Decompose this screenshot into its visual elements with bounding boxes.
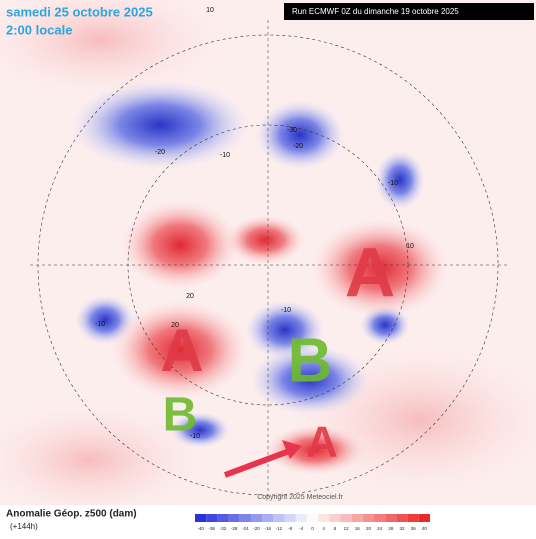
legend-label: 20 [366, 526, 372, 531]
contour-label: 20 [186, 293, 194, 300]
legend-swatch [284, 514, 296, 522]
legend-label: -8 [288, 526, 292, 531]
legend-label: -16 [264, 526, 271, 531]
legend-swatch [217, 514, 229, 522]
copyright: Copyright 2025 Meteociel.fr [257, 494, 343, 501]
pressure-marker: A [306, 418, 338, 467]
forecast-time: 2:00 locale [6, 22, 73, 37]
legend-swatch [418, 514, 430, 522]
legend-label: 8 [334, 526, 337, 531]
legend-label: 28 [388, 526, 394, 531]
forecast-date: samedi 25 octobre 2025 [6, 4, 153, 19]
legend-swatch [228, 514, 240, 522]
legend-label: -36 [209, 526, 216, 531]
contour-label: -10 [95, 321, 105, 328]
legend-label: -20 [253, 526, 260, 531]
legend-swatch [273, 514, 285, 522]
legend-swatch [329, 514, 341, 522]
legend-swatch [374, 514, 386, 522]
legend-label: -40 [197, 526, 204, 531]
contour-label: 10 [406, 243, 414, 250]
arrow-head [282, 440, 302, 459]
legend-swatch [239, 514, 251, 522]
legend-label: 24 [377, 526, 383, 531]
legend-label: 40 [422, 526, 428, 531]
pressure-marker: B [163, 389, 198, 442]
legend-label: -32 [220, 526, 227, 531]
arrow [223, 447, 294, 478]
legend-label: 32 [400, 526, 406, 531]
contour-label: -10 [220, 152, 230, 159]
contour-label: -20 [155, 149, 165, 156]
legend-swatch [362, 514, 375, 522]
run-banner [284, 3, 534, 20]
legend-swatch [407, 514, 419, 522]
legend-swatch [340, 514, 352, 522]
contour-label: -20 [293, 143, 303, 150]
legend-label: 0 [311, 526, 314, 531]
legend-swatch [195, 514, 207, 522]
contour-label: -30 [287, 127, 297, 134]
legend-swatch [318, 514, 330, 522]
legend-label: -12 [276, 526, 283, 531]
legend-label: -24 [242, 526, 249, 531]
contour-label: 10 [206, 7, 214, 14]
legend-swatch [306, 514, 319, 522]
pressure-marker: B [288, 326, 333, 395]
legend-swatch [351, 514, 363, 522]
legend-label: 4 [322, 526, 325, 531]
contour-label: 20 [171, 322, 179, 329]
legend-swatch [396, 514, 408, 522]
anomaly-field [0, 0, 536, 520]
pressure-marker: A [345, 233, 396, 311]
run-info: Run ECMWF 0Z du dimanche 19 octobre 2025 [292, 7, 459, 16]
legend-swatch [385, 514, 397, 522]
contour-label: -10 [388, 180, 398, 187]
contour-label: -10 [190, 433, 200, 440]
legend-swatch [262, 514, 274, 522]
pressure-marker: A [160, 317, 203, 384]
contour-label: -10 [281, 307, 291, 314]
field-title: Anomalie Géop. z500 (dam) [6, 509, 137, 520]
legend-swatch [295, 514, 307, 522]
lead-time: (+144h) [10, 522, 38, 531]
legend-swatch [206, 514, 218, 522]
legend-label: 36 [411, 526, 417, 531]
legend-label: 16 [355, 526, 361, 531]
legend-label: 12 [344, 526, 350, 531]
legend-swatch [250, 514, 263, 522]
legend-label: -4 [299, 526, 303, 531]
legend-label: -28 [231, 526, 238, 531]
